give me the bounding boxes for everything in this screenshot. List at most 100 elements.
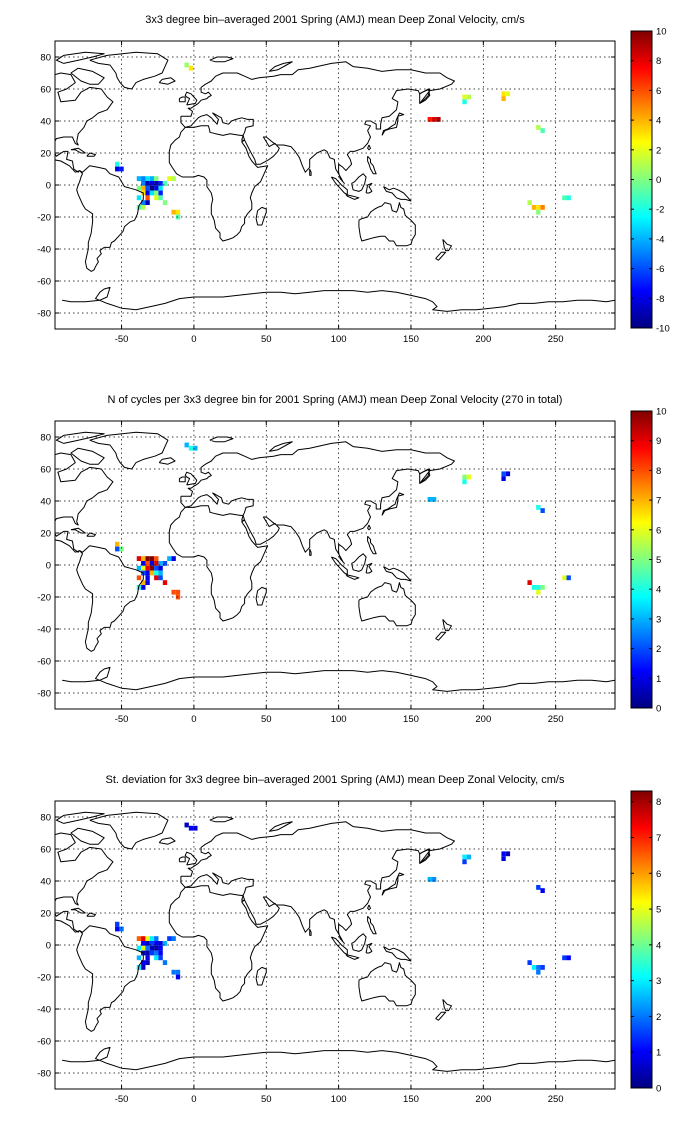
coastlines — [55, 811, 615, 1072]
data-cell — [149, 936, 155, 941]
x-tick-label: 50 — [261, 1094, 272, 1105]
map-title: St. deviation for 3x3 degree bin–average… — [106, 774, 565, 786]
data-cell — [149, 950, 155, 956]
north-america-coast — [55, 832, 114, 933]
colorbar-tick-label: 4 — [656, 940, 661, 951]
data-cell — [136, 945, 142, 951]
eurasia-coast — [180, 441, 455, 564]
australia-coast — [358, 202, 416, 247]
colorbar-tick-label: 6 — [656, 869, 661, 880]
data-cell — [141, 580, 146, 585]
data-cell — [536, 505, 541, 510]
data-cell — [136, 176, 142, 181]
colorbar-tick-label: -4 — [656, 234, 664, 245]
data-cell — [154, 176, 159, 181]
data-cell — [145, 945, 150, 951]
colorbar-tick-label: -6 — [656, 264, 664, 275]
taiwan-coast — [367, 144, 371, 151]
australia-coast — [358, 962, 416, 1007]
y-tick-label: 60 — [40, 465, 51, 476]
map-plot-area — [55, 41, 615, 329]
colorbar-tick-label: 7 — [656, 833, 661, 844]
data-cell — [149, 185, 155, 191]
y-tick-label: 20 — [40, 529, 51, 540]
data-cell — [540, 508, 545, 513]
colorbar-tick-label: 5 — [656, 555, 661, 566]
iceland-coast — [158, 837, 176, 845]
data-cell — [188, 825, 194, 831]
data-cells — [115, 442, 571, 600]
sulawesi-coast — [365, 182, 373, 194]
madagascar-coast — [255, 206, 267, 226]
madagascar-coast — [255, 586, 267, 606]
data-cell — [154, 195, 159, 201]
data-cell — [115, 541, 120, 547]
y-tick-label: 20 — [40, 149, 51, 160]
map-plot-area — [55, 421, 615, 709]
data-cell — [562, 575, 567, 581]
data-cell — [162, 181, 168, 186]
y-tick-label: -60 — [37, 1037, 51, 1048]
colorbar-tick-label: 3 — [656, 614, 661, 625]
data-cell — [501, 851, 506, 857]
data-cell — [149, 561, 155, 566]
data-cell — [145, 575, 150, 581]
novaya-zemlya-coast — [268, 441, 293, 452]
britain-coast — [184, 851, 198, 866]
novaya-zemlya-coast — [268, 61, 293, 72]
x-tick-label: -50 — [115, 1094, 129, 1105]
data-cell — [154, 945, 159, 951]
velocity-map-panel: 3x3 degree bin–averaged 2001 Spring (AMJ… — [0, 0, 696, 380]
australia-coast — [358, 582, 416, 627]
data-cell — [154, 570, 159, 576]
data-cell — [188, 445, 194, 451]
baffin-coast — [70, 67, 105, 85]
x-tick-label: 0 — [191, 714, 196, 725]
y-tick-label: -80 — [37, 689, 51, 700]
hispaniola-coast — [86, 912, 96, 917]
data-cell — [501, 476, 506, 481]
coastlines — [55, 431, 615, 692]
y-tick-label: 80 — [40, 53, 51, 64]
new-guinea-coast — [383, 946, 412, 962]
y-tick-label: 0 — [46, 181, 51, 192]
baffin-coast — [70, 827, 105, 845]
data-cell — [536, 589, 541, 595]
data-cell — [145, 955, 150, 961]
data-cell — [158, 195, 163, 201]
new-zealand-south-coast — [435, 631, 447, 641]
y-tick-label: -80 — [37, 309, 51, 320]
colorbar-tick-label: 1 — [656, 674, 661, 685]
data-cell — [193, 825, 198, 831]
data-cell — [466, 94, 472, 100]
taiwan-coast — [367, 524, 371, 531]
y-tick-label: 60 — [40, 85, 51, 96]
data-cell — [540, 965, 545, 970]
y-tick-label: -40 — [37, 1005, 51, 1016]
x-tick-label: 50 — [261, 334, 272, 345]
data-cell — [193, 445, 198, 451]
y-tick-label: -20 — [37, 593, 51, 604]
new-zealand-south-coast — [435, 251, 447, 261]
data-cell — [115, 166, 120, 172]
data-cell — [141, 565, 146, 571]
japan-coast — [381, 112, 405, 136]
data-cell — [171, 176, 176, 181]
data-cell — [462, 99, 467, 105]
data-cell — [536, 585, 541, 590]
greenland-coast — [89, 431, 169, 470]
x-tick-label: 250 — [548, 1094, 564, 1105]
colorbar-tick-label: 3 — [656, 976, 661, 987]
java-coast — [345, 574, 360, 580]
data-cell — [431, 497, 437, 502]
philippines-coast — [367, 535, 377, 555]
colorbar-tick-label: -2 — [656, 205, 664, 216]
data-cell — [141, 181, 146, 186]
data-cell — [158, 941, 163, 946]
data-cell — [501, 856, 506, 861]
colorbar-tick-label: 6 — [656, 525, 661, 536]
y-tick-label: 40 — [40, 497, 51, 508]
ireland-coast — [178, 96, 186, 103]
